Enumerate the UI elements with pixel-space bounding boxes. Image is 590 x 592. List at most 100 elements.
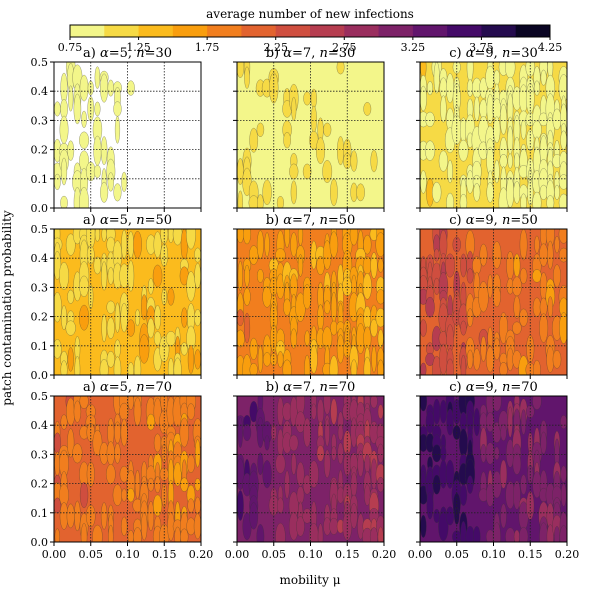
contour-region [275, 453, 286, 474]
colorbar-tick-label: 3.25 [401, 41, 426, 54]
y-tick-label: 0.2 [31, 478, 49, 491]
contour-region [363, 326, 372, 351]
contour-region [148, 278, 154, 295]
contour-region [425, 410, 435, 434]
contour-region [263, 352, 272, 367]
contour-region [323, 396, 331, 415]
contour-region [539, 313, 549, 343]
contour-region [520, 193, 527, 208]
contour-region [127, 260, 135, 292]
contour-region [139, 334, 150, 364]
contour-region [486, 182, 494, 203]
contour-region [237, 260, 243, 292]
contour-region [187, 498, 195, 513]
contour-region [59, 262, 69, 290]
colorbar-swatch [378, 25, 414, 37]
contour-region [262, 460, 272, 489]
contour-region [558, 174, 567, 190]
contour-region [121, 171, 128, 193]
contour-region [161, 288, 167, 306]
contour-region [310, 345, 318, 374]
contour-region [466, 349, 474, 370]
contour-region [94, 66, 101, 89]
contour-region [440, 95, 447, 123]
panel: b) α=7, n=70 0.00 0.05 0.10 0.15 0.20 [225, 380, 397, 561]
contour-region [179, 417, 189, 448]
contour-region [107, 79, 115, 97]
contour-region [249, 502, 259, 530]
contour-region [275, 522, 286, 542]
contour-region [153, 231, 162, 258]
y-tick-label: 0.3 [31, 114, 49, 127]
y-tick-label: 0.0 [31, 202, 49, 215]
contour-region [507, 406, 513, 438]
contour-region [153, 433, 162, 453]
contour-region [113, 183, 122, 202]
contour-region [519, 267, 528, 285]
colorbar-tick-label: 4.25 [538, 41, 563, 54]
contour-region [54, 101, 61, 117]
y-tick-label: 0.4 [31, 252, 49, 265]
y-tick-label: 0.3 [31, 281, 49, 294]
y-tick-label: 0.5 [31, 223, 49, 236]
contour-region [377, 359, 384, 375]
contour-region [512, 321, 522, 335]
contour-region [350, 472, 358, 497]
contour-region [133, 230, 142, 259]
contour-region [446, 408, 454, 436]
contour-region [324, 418, 330, 447]
panel: a) α=5, n=30 0.0 0.1 0.2 0.3 0.4 0.5 [31, 46, 202, 215]
y-tick-label: 0.1 [31, 173, 49, 186]
colorbar-swatch [138, 25, 174, 37]
contour-region [154, 305, 162, 331]
contour-region [480, 335, 487, 362]
contour-region [127, 529, 134, 542]
contour-region [310, 105, 317, 133]
contour-region [499, 103, 508, 135]
contour-region [309, 522, 319, 542]
contour-region [559, 525, 567, 542]
contour-region [446, 324, 454, 353]
colorbar-swatch [104, 25, 140, 37]
contour-region [127, 487, 135, 503]
panel: c) α=9, n=50 [416, 213, 568, 379]
contour-region [336, 62, 345, 75]
contour-region [432, 181, 442, 203]
contour-region [79, 396, 89, 409]
contour-region [187, 344, 195, 374]
contour-region [237, 490, 244, 521]
contour-region [282, 359, 292, 375]
colorbar-swatch [70, 25, 105, 37]
x-tick-label: 0.00 [225, 548, 250, 561]
contour-region [133, 397, 142, 427]
contour-region [264, 435, 270, 451]
contour-region [362, 256, 372, 275]
contour-region [552, 350, 562, 369]
contour-region [290, 180, 297, 205]
contour-region [520, 474, 527, 495]
contour-region [377, 329, 384, 348]
contour-region [317, 523, 324, 542]
contour-region [249, 337, 258, 360]
contour-region [67, 140, 75, 161]
contour-region [100, 181, 109, 203]
contour-region [243, 287, 251, 306]
contour-region [547, 240, 554, 270]
contour-region [329, 231, 339, 258]
contour-region [460, 354, 467, 375]
colorbar-swatch [412, 25, 448, 37]
contour-region [181, 307, 188, 328]
contour-region [141, 294, 148, 321]
contour-region [454, 507, 460, 525]
colorbar-tick-label: 1.25 [126, 41, 151, 54]
colorbar-swatch [207, 25, 242, 37]
contour-region [60, 98, 68, 119]
contour-region [323, 300, 331, 315]
contour-region [80, 523, 88, 542]
contour-region [438, 511, 449, 542]
contour-region [445, 253, 456, 278]
panel-title: b) α=7, n=50 [266, 213, 356, 228]
contour-region [244, 264, 250, 287]
contour-region [447, 159, 453, 184]
contour-region [317, 304, 324, 331]
